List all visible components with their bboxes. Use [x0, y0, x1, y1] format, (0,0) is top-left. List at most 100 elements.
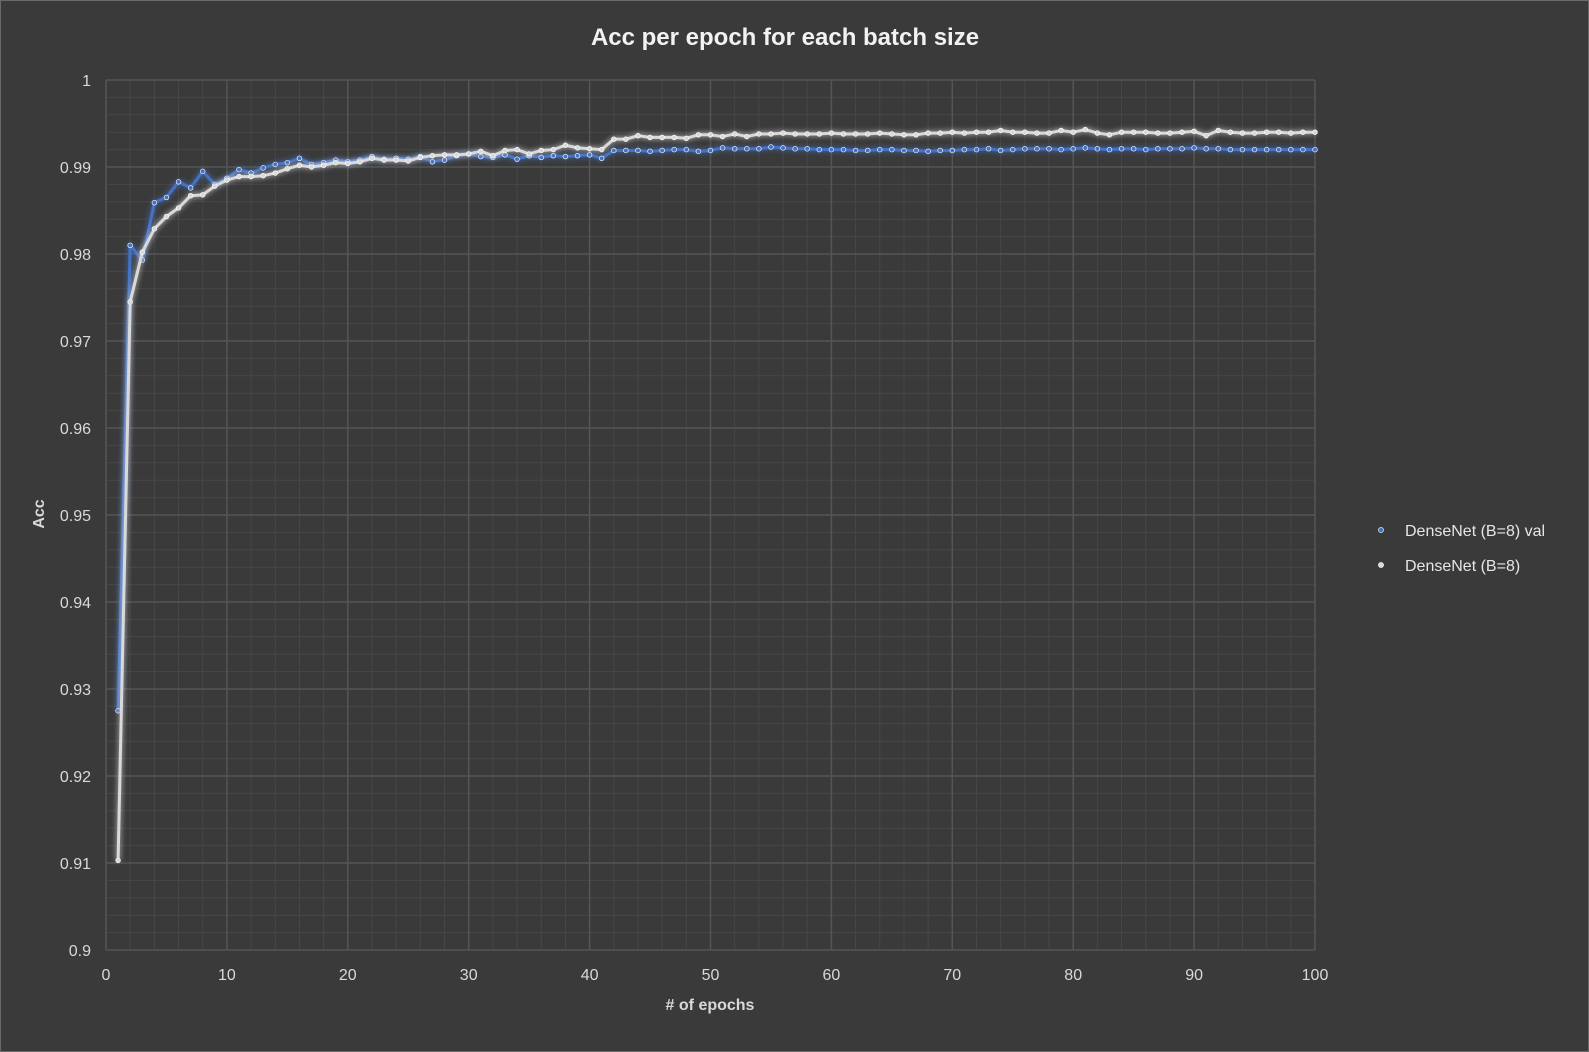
data-point	[683, 135, 690, 141]
data-point	[1034, 130, 1040, 136]
data-point	[1239, 130, 1246, 136]
data-point	[538, 147, 544, 154]
legend-swatch-marker	[1378, 527, 1384, 533]
data-point	[961, 146, 968, 153]
data-point	[260, 165, 266, 171]
x-tick-label: 70	[943, 967, 961, 984]
x-tick-label: 80	[1064, 967, 1082, 984]
data-point	[1118, 146, 1125, 152]
data-point	[441, 152, 448, 158]
legend-item: DenseNet (B=8)	[1361, 558, 1520, 575]
data-point	[1106, 132, 1113, 138]
data-point	[478, 153, 484, 160]
data-point	[248, 173, 254, 180]
data-point	[1118, 129, 1125, 135]
data-point	[756, 146, 762, 152]
data-point	[381, 157, 387, 163]
data-point	[175, 179, 182, 185]
data-point	[1215, 127, 1221, 134]
data-point	[719, 145, 726, 151]
data-point	[973, 129, 980, 135]
data-point	[333, 159, 339, 166]
data-point	[296, 155, 303, 162]
data-point	[562, 153, 569, 160]
data-point	[284, 166, 291, 172]
data-point	[1227, 129, 1234, 135]
data-point	[768, 144, 774, 150]
data-point	[345, 160, 351, 167]
data-point	[598, 155, 605, 162]
data-point	[1046, 146, 1052, 152]
y-tick-label: 0.95	[60, 508, 91, 525]
data-point	[187, 193, 194, 199]
data-point	[611, 136, 617, 142]
data-point	[1312, 129, 1318, 135]
data-point	[840, 131, 847, 137]
data-point	[151, 199, 158, 206]
data-point	[586, 146, 593, 152]
data-point	[937, 130, 943, 136]
data-point	[792, 131, 798, 137]
data-point	[187, 185, 194, 191]
data-point	[1094, 130, 1101, 136]
data-point	[804, 131, 810, 137]
x-tick-label: 100	[1302, 967, 1329, 984]
data-point	[659, 134, 665, 141]
data-point	[1191, 128, 1197, 135]
data-point	[1288, 146, 1294, 153]
data-point	[272, 161, 278, 168]
data-point	[429, 152, 436, 159]
data-point	[1179, 129, 1185, 135]
data-point	[1022, 129, 1028, 135]
data-point	[1155, 146, 1161, 152]
data-point	[961, 130, 968, 136]
data-point	[1179, 146, 1185, 152]
data-point	[647, 148, 653, 155]
data-point	[828, 146, 835, 153]
data-point	[115, 857, 121, 864]
chart-title: Acc per epoch for each batch size	[591, 24, 979, 51]
data-point	[635, 132, 641, 139]
series-val	[115, 144, 1318, 714]
data-point	[671, 134, 677, 141]
series-line	[116, 128, 1315, 861]
data-point	[429, 159, 436, 165]
data-point	[127, 242, 133, 249]
data-point	[997, 127, 1004, 134]
data-point	[574, 152, 581, 159]
data-point	[1106, 146, 1113, 153]
data-point	[598, 146, 605, 153]
y-tick-label: 0.96	[60, 421, 91, 438]
data-point	[151, 226, 158, 232]
data-point	[852, 147, 859, 154]
y-axis-title: Acc	[31, 499, 48, 528]
data-point	[1263, 146, 1270, 153]
data-point	[308, 164, 315, 170]
x-tick-label: 60	[823, 967, 841, 984]
data-point	[212, 183, 218, 189]
data-point	[514, 146, 520, 153]
legend-label: DenseNet (B=8)	[1405, 558, 1520, 575]
data-point	[1239, 146, 1246, 153]
legend-item: DenseNet (B=8) val	[1361, 523, 1545, 540]
data-point	[707, 132, 714, 138]
data-point	[1058, 127, 1064, 134]
data-point	[744, 146, 750, 152]
y-tick-label: 0.91	[60, 856, 91, 873]
data-point	[1312, 146, 1318, 153]
data-point	[695, 132, 702, 138]
data-point	[1130, 146, 1137, 152]
data-point	[913, 132, 919, 138]
data-point	[780, 130, 786, 136]
data-point	[1276, 129, 1282, 135]
y-tick-label: 0.94	[60, 595, 91, 612]
data-point	[635, 147, 641, 154]
data-point	[1130, 129, 1137, 135]
data-point	[441, 157, 448, 163]
data-point	[502, 147, 508, 154]
data-point	[768, 131, 774, 137]
data-point	[550, 146, 557, 153]
data-point	[731, 146, 738, 152]
data-point	[115, 708, 121, 714]
y-tick-label: 0.9	[69, 943, 91, 960]
